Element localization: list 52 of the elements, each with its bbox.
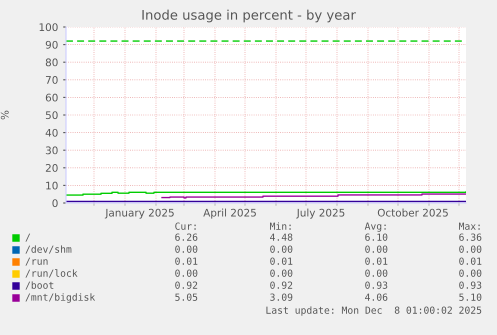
text: 4.48	[270, 233, 292, 241]
text: 0.93	[365, 281, 388, 289]
legend-label: /run/lock	[25, 269, 78, 278]
y-tick-label: 50	[46, 111, 58, 120]
text: 0.92	[270, 281, 292, 289]
legend-label: /mnt/bigdisk	[25, 293, 96, 303]
y-tick-label: 0	[52, 199, 58, 208]
x-tick-label: January 2025	[104, 208, 174, 219]
y-tick-label: 60	[46, 94, 58, 102]
text: 0.00	[270, 269, 292, 277]
text: Last update: Mon Dec 8 01:00:02 2025	[266, 306, 482, 316]
y-tick-label: 20	[46, 164, 58, 172]
text: 0.01	[175, 257, 198, 265]
text: 0.01	[459, 257, 482, 265]
x-tick-label: October 2025	[378, 208, 448, 217]
text: 6.36	[459, 233, 482, 241]
y-tick-label: 10	[46, 182, 58, 190]
text: 0.93	[459, 281, 482, 289]
text: 6.10	[365, 233, 388, 241]
text: 6.26	[175, 233, 198, 241]
text: Min:	[270, 222, 291, 230]
text: 5.05	[175, 293, 198, 301]
x-tick-label: April 2025	[203, 208, 256, 219]
text: 0.00	[270, 245, 292, 253]
x-tick-label: July 2025	[296, 208, 344, 219]
y-tick-label: 40	[46, 128, 58, 137]
text: 0.01	[270, 257, 292, 265]
text: 5.10	[459, 293, 482, 301]
y-tick-label: 90	[46, 40, 58, 49]
text: 0.00	[175, 269, 198, 277]
y-tick-label: 100	[40, 23, 58, 32]
text: 0.00	[175, 245, 198, 253]
text: 0.01	[365, 257, 388, 265]
text: 0.00	[365, 245, 388, 253]
y-tick-label: 30	[46, 146, 58, 154]
text: 0.00	[459, 245, 482, 253]
chart-title: Inode usage in percent - by year	[142, 10, 356, 22]
text: 3.09	[270, 293, 292, 301]
legend-label: /run	[25, 258, 48, 266]
text: 0.92	[175, 281, 198, 289]
y-tick-label: 80	[46, 58, 58, 66]
legend-label: /dev/shm	[25, 245, 72, 254]
legend-label: /	[25, 234, 30, 242]
text: Max:	[458, 222, 480, 230]
text: 0.00	[459, 269, 482, 277]
text: 0.00	[365, 269, 388, 277]
legend-label: /boot	[25, 281, 54, 290]
text: Avg:	[364, 222, 386, 232]
text: 4.06	[365, 293, 388, 301]
y-axis-title: %	[0, 110, 9, 120]
text: Cur:	[175, 222, 196, 230]
y-tick-label: 70	[46, 76, 58, 84]
